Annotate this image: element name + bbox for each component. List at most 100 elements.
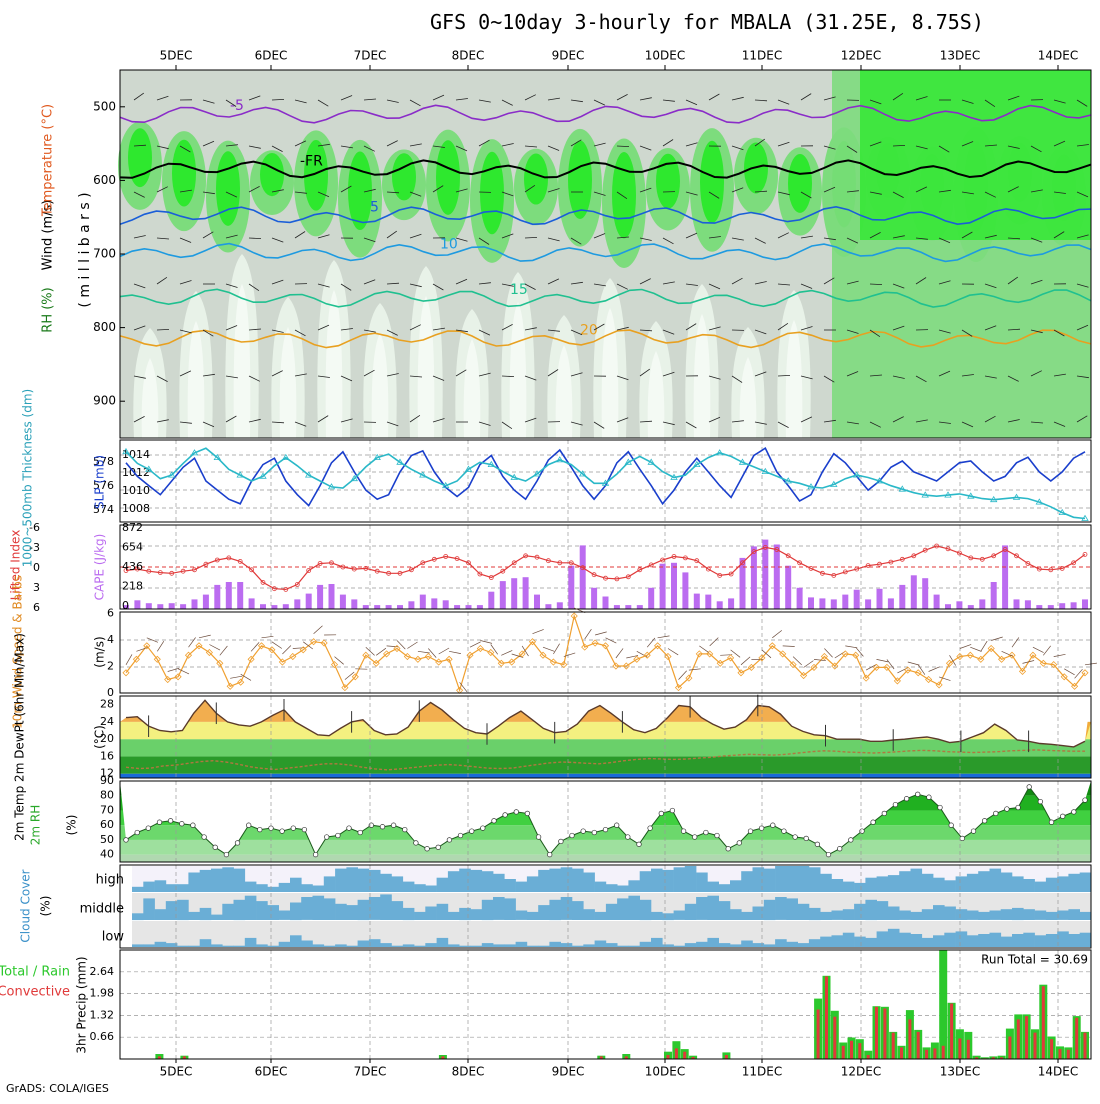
rh-tick-label: 60 bbox=[100, 818, 114, 831]
cape-bar bbox=[1059, 603, 1065, 609]
cloud-bar bbox=[335, 869, 347, 892]
cloud-bar bbox=[1035, 935, 1047, 947]
cape-bar bbox=[374, 605, 380, 609]
cloud-bar bbox=[719, 884, 731, 892]
cloud-bar bbox=[471, 909, 483, 920]
side-label-temp: Temperature (°C) bbox=[41, 104, 56, 217]
cape-bar bbox=[580, 545, 586, 609]
wind-barb-10m bbox=[480, 641, 492, 644]
x-tick-label-bottom: 12DEC bbox=[841, 1065, 881, 1079]
wind-barb-10m bbox=[1012, 637, 1019, 647]
cloud-bar bbox=[380, 874, 392, 892]
cape-bar bbox=[534, 595, 540, 609]
cloud-bar bbox=[606, 943, 618, 947]
rh-marker bbox=[135, 830, 140, 835]
cloud-bar bbox=[482, 943, 494, 947]
precip-rain-bar bbox=[958, 1039, 961, 1060]
wind-barb-10m bbox=[262, 636, 274, 638]
wind-barb-10m bbox=[679, 671, 687, 680]
cloud-bar bbox=[392, 876, 404, 892]
cloud-bar bbox=[1023, 933, 1035, 947]
cape-bar bbox=[271, 605, 277, 609]
rh-marker bbox=[547, 852, 552, 857]
wind-barb-10m bbox=[585, 629, 592, 639]
rh-moist-core bbox=[788, 154, 812, 213]
cloud-bar bbox=[674, 867, 686, 892]
wind-barb-10m bbox=[710, 638, 719, 646]
x-tick-label-bottom: 14DEC bbox=[1038, 1065, 1078, 1079]
wind-barb-10m bbox=[689, 669, 701, 670]
cloud-bar bbox=[437, 938, 449, 947]
precip-rain-bar bbox=[917, 1032, 920, 1059]
wind-frame bbox=[120, 612, 1091, 693]
cloud-bar bbox=[448, 944, 460, 947]
cloud-bar bbox=[324, 898, 336, 920]
rh-marker bbox=[994, 811, 999, 816]
cloud-bar bbox=[245, 896, 257, 920]
cloud-bar bbox=[967, 874, 979, 892]
rh-marker bbox=[726, 846, 731, 851]
rh-moist-core bbox=[436, 140, 460, 215]
wind-barb-10m bbox=[981, 641, 987, 651]
cloud-bar bbox=[1001, 937, 1013, 947]
wind-barb-10m bbox=[168, 668, 180, 671]
cloud-bar bbox=[267, 946, 279, 947]
rh-moist-core bbox=[260, 153, 284, 196]
x-tick-label-bottom: 7DEC bbox=[354, 1065, 387, 1079]
rh-marker bbox=[748, 829, 753, 834]
wind-barb-10m bbox=[407, 642, 417, 649]
cloud-bar bbox=[549, 942, 561, 947]
cloud-bar bbox=[245, 882, 257, 892]
precip-rain-bar bbox=[908, 1019, 911, 1059]
cloud-bar bbox=[662, 913, 674, 920]
wind-barb-10m bbox=[658, 636, 670, 638]
rh-marker bbox=[235, 841, 240, 846]
cape-bar bbox=[363, 605, 369, 609]
cloud-bar bbox=[425, 886, 437, 893]
cloud-bar bbox=[798, 866, 810, 892]
x-tick-label-bottom: 10DEC bbox=[645, 1065, 685, 1079]
cloud-bar bbox=[583, 873, 595, 893]
cloud-bar bbox=[888, 929, 900, 947]
cloud-bar bbox=[437, 904, 449, 920]
cloud-bar bbox=[990, 869, 1002, 892]
rh-moist-core bbox=[568, 141, 592, 220]
cloud-bar bbox=[741, 871, 753, 892]
rh-marker bbox=[1038, 799, 1043, 804]
cloud-bar bbox=[200, 870, 212, 892]
slp-axis-label: SLP (mb) bbox=[93, 455, 107, 509]
cloud-layer-label: low bbox=[102, 930, 125, 945]
precip-tick-label: 1.98 bbox=[90, 987, 115, 1000]
cloud-bar bbox=[685, 904, 697, 920]
cloud-bar bbox=[538, 905, 550, 920]
wind-barb-10m bbox=[1033, 647, 1044, 652]
rh-marker bbox=[1016, 805, 1021, 810]
cloud-bar bbox=[899, 933, 911, 947]
cloud-bar bbox=[719, 943, 731, 947]
cloud-bar bbox=[820, 912, 832, 920]
cloud-bar bbox=[527, 876, 539, 892]
cloud-bar bbox=[707, 896, 719, 920]
x-tick-label-bottom: 9DEC bbox=[552, 1065, 585, 1079]
cloud-bar bbox=[211, 869, 223, 892]
rh-marker bbox=[469, 829, 474, 834]
x-tick-label-top: 5DEC bbox=[160, 49, 193, 63]
precip-rain-bar bbox=[817, 1010, 820, 1060]
cape-bar bbox=[306, 594, 312, 609]
cloud-bar bbox=[820, 874, 832, 892]
wind-barb-10m bbox=[543, 647, 554, 651]
cloud-bar bbox=[324, 876, 336, 892]
cloud-bar bbox=[313, 944, 325, 947]
rh-tick-label: 90 bbox=[100, 774, 114, 787]
y-tick-label: 800 bbox=[93, 320, 116, 334]
cloud-bar bbox=[335, 904, 347, 920]
cape-bar bbox=[477, 605, 483, 609]
cape-bar bbox=[808, 597, 814, 609]
wind-tick-label: 4 bbox=[107, 633, 114, 646]
cloud-bar bbox=[279, 883, 291, 892]
cloud-bar bbox=[651, 912, 663, 920]
cloud-bar bbox=[719, 901, 731, 920]
cloud-bar bbox=[888, 875, 900, 892]
precip-rain-bar bbox=[933, 1048, 936, 1059]
